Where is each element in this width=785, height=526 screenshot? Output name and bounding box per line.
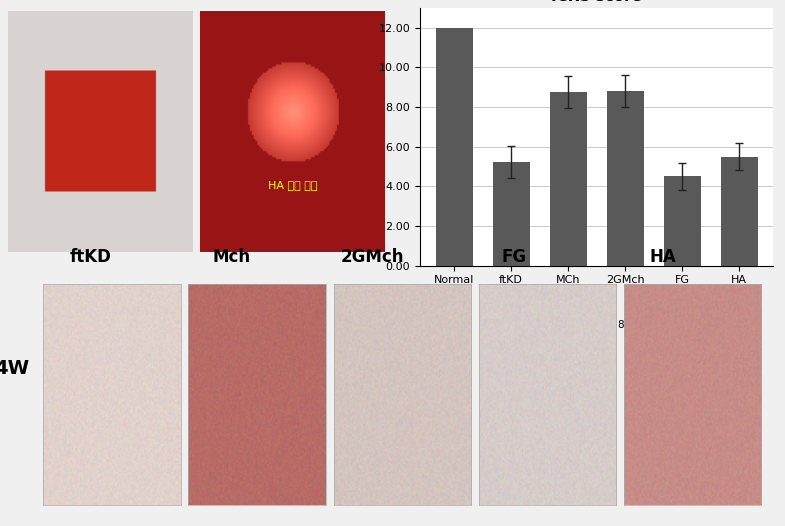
- Text: 2GMch: 2GMch: [341, 248, 404, 266]
- Text: HA: HA: [650, 248, 677, 266]
- Bar: [721, 157, 758, 266]
- Text: HA 주입 직후: HA 주입 직후: [268, 180, 317, 190]
- Bar: [663, 176, 700, 266]
- Bar: [607, 91, 644, 266]
- Text: 8.8: 8.8: [617, 320, 633, 330]
- Text: 4W: 4W: [0, 359, 29, 378]
- Bar: [436, 28, 473, 266]
- Text: ftKD: ftKD: [69, 248, 111, 266]
- Text: ■: ■: [419, 320, 429, 330]
- Text: 12.00: 12.00: [440, 320, 469, 330]
- Title: ICRS score: ICRS score: [551, 0, 642, 4]
- Text: FG: FG: [502, 248, 527, 266]
- Text: 8.75: 8.75: [557, 320, 580, 330]
- Bar: [550, 92, 586, 266]
- Bar: [493, 162, 530, 266]
- Text: 4.50: 4.50: [670, 320, 694, 330]
- Text: Mch: Mch: [213, 248, 250, 266]
- Text: 5.50: 5.50: [728, 320, 750, 330]
- Text: 5.23: 5.23: [499, 320, 523, 330]
